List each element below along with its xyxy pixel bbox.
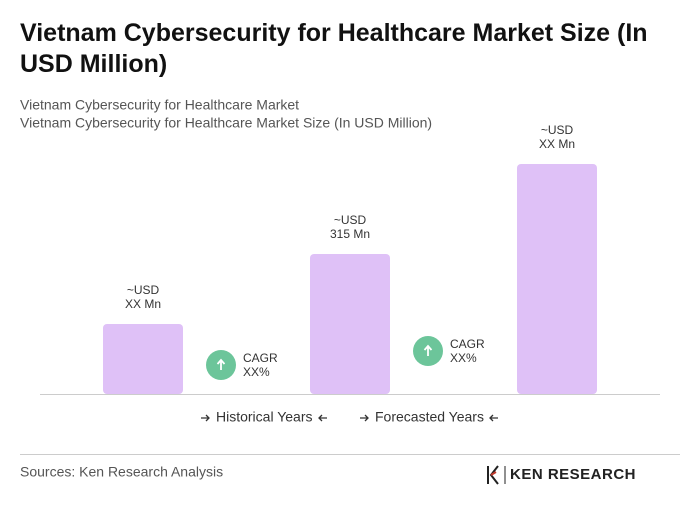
value-label: ~USD [541, 123, 574, 137]
cagr-label: CAGR [243, 351, 278, 365]
cagr-label: CAGR [450, 337, 485, 351]
source: Sources: Ken Research Analysis [20, 464, 223, 480]
bar [517, 164, 597, 394]
bar [103, 324, 183, 394]
legend-arrows [201, 414, 498, 422]
logo-icon [487, 465, 506, 485]
logo: KEN RESEARCH [510, 466, 636, 483]
value-label: XX Mn [539, 137, 575, 151]
cagr-arrow [423, 344, 433, 356]
subtitle: Vietnam Cybersecurity for Healthcare Mar… [20, 97, 299, 113]
value-label: ~USD [334, 213, 367, 227]
chart-title: Vietnam Cybersecurity for Healthcare Mar… [20, 19, 648, 78]
cagr-value: XX% [243, 365, 270, 379]
cagr-value: XX% [450, 351, 477, 365]
legend-label: Forecasted Years [375, 409, 484, 425]
value-label: ~USD [127, 283, 160, 297]
subtitle: Vietnam Cybersecurity for Healthcare Mar… [20, 115, 432, 131]
bar [310, 254, 390, 394]
legend-label: Historical Years [216, 409, 313, 425]
value-label: 315 Mn [330, 227, 370, 241]
cagr-arrow [216, 358, 226, 370]
value-label: XX Mn [125, 297, 161, 311]
